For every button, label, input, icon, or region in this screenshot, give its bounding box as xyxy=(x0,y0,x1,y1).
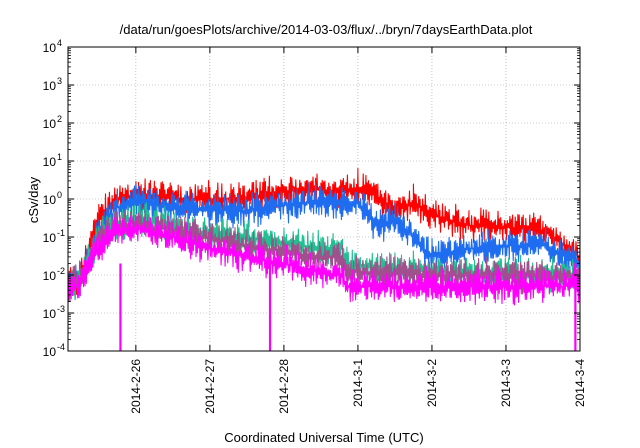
chart-title: /data/run/goesPlots/archive/2014-03-03/f… xyxy=(120,22,533,37)
y-tick-label: 10 xyxy=(43,79,57,93)
x-tick-label: 2014-2-28 xyxy=(277,359,291,414)
y-tick-label: 10 xyxy=(43,345,57,359)
y-tick-exponent: -2 xyxy=(57,266,65,276)
y-axis-label: cSv/day xyxy=(26,176,41,223)
x-axis: 2014-2-26 2014-2-27 2014-2-28 2014-3-1 2014-… xyxy=(129,47,587,414)
y-tick-exponent: -1 xyxy=(57,228,65,238)
y-tick-exponent: 2 xyxy=(57,114,62,124)
x-tick-label: 2014-3-1 xyxy=(351,359,365,407)
series-layer xyxy=(67,168,581,351)
y-tick-exponent: 1 xyxy=(57,152,62,162)
x-tick-label: 2014-3-2 xyxy=(425,359,439,407)
x-tick-label: 2014-2-26 xyxy=(129,359,143,414)
y-tick-label: 10 xyxy=(43,231,57,245)
y-tick-exponent: -3 xyxy=(57,304,65,314)
x-tick-label: 2014-2-27 xyxy=(203,359,217,414)
y-tick-label: 10 xyxy=(43,193,57,207)
y-tick-exponent: -4 xyxy=(57,342,65,352)
x-tick-label: 2014-3-3 xyxy=(499,359,513,407)
y-tick-exponent: 3 xyxy=(57,76,62,86)
y-tick-label: 10 xyxy=(43,307,57,321)
series-line-5 xyxy=(67,215,581,306)
y-tick-label: 10 xyxy=(43,269,57,283)
y-tick-label: 10 xyxy=(43,41,57,55)
series-line-2 xyxy=(67,182,581,301)
x-axis-label: Coordinated Universal Time (UTC) xyxy=(224,430,423,445)
y-tick-label: 10 xyxy=(43,117,57,131)
y-tick-label: 10 xyxy=(43,155,57,169)
x-tick-label: 2014-3-4 xyxy=(573,359,587,407)
y-tick-exponent: 0 xyxy=(57,190,62,200)
y-tick-exponent: 4 xyxy=(57,38,62,48)
